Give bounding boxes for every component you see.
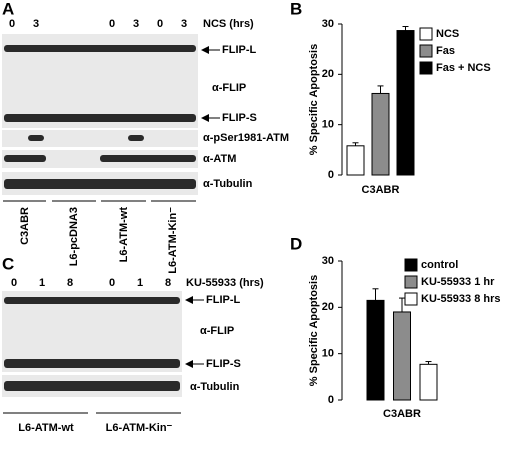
lane-label: 1 xyxy=(39,277,45,289)
cell-line-label: L6-ATM-wt xyxy=(118,207,130,263)
band-label: FLIP-S xyxy=(206,358,241,370)
y-tick-label: 20 xyxy=(322,301,334,313)
legend-label: Fas xyxy=(436,45,455,57)
band xyxy=(4,179,196,189)
band xyxy=(4,381,180,391)
lane-label: 8 xyxy=(67,277,73,289)
panel-label: C xyxy=(2,254,14,273)
band-label: α-ATM xyxy=(203,153,236,165)
legend-swatch xyxy=(419,44,433,58)
treatment-label: KU-55933 (hrs) xyxy=(186,277,264,289)
band-label: FLIP-L xyxy=(222,44,256,56)
band-label: α-FLIP xyxy=(200,325,234,337)
lane-label: 0 xyxy=(109,18,115,30)
panel-label: D xyxy=(290,234,302,253)
bands xyxy=(4,45,196,122)
cell-line-label: C3ABR xyxy=(19,207,31,245)
band-label: α-FLIP xyxy=(212,82,246,94)
bar xyxy=(393,311,411,401)
lane-label: 0 xyxy=(157,18,163,30)
bar xyxy=(371,92,390,176)
y-tick-label: 10 xyxy=(322,119,334,131)
x-tick-label: C3ABR xyxy=(362,184,400,196)
band-label: FLIP-L xyxy=(206,294,240,306)
band xyxy=(128,135,144,141)
legend-label: Fas + NCS xyxy=(436,62,491,74)
lane-label: 0 xyxy=(9,18,15,30)
band xyxy=(28,135,44,141)
legend-label: KU-55933 8 hrs xyxy=(421,293,501,305)
cell-line-label: L6-pcDNA3 xyxy=(68,207,80,266)
legend-label: NCS xyxy=(436,28,459,40)
bar xyxy=(346,145,365,176)
band-label: FLIP-S xyxy=(222,112,257,124)
cell-line-label: L6-ATM-Kin⁻ xyxy=(106,422,173,434)
y-tick-label: 0 xyxy=(328,169,334,181)
lane-label: 3 xyxy=(33,18,39,30)
lane-label: 3 xyxy=(181,18,187,30)
band xyxy=(4,155,46,162)
y-axis-label: % Specific Apoptosis xyxy=(308,44,320,155)
legend-swatch xyxy=(404,292,418,306)
band-label: α-Tubulin xyxy=(190,381,240,393)
y-tick-label: 20 xyxy=(322,68,334,80)
lane-label: 0 xyxy=(11,277,17,289)
panel-label: A xyxy=(2,0,14,18)
cell-line-label: L6-ATM-Kin⁻ xyxy=(167,207,179,274)
blot xyxy=(2,130,198,147)
legend-label: control xyxy=(421,259,458,271)
y-axis-label: % Specific Apoptosis xyxy=(308,275,320,386)
band-label: α-pSer1981-ATM xyxy=(203,132,289,144)
cell-line-label: L6-ATM-wt xyxy=(18,422,74,434)
lane-label: 8 xyxy=(165,277,171,289)
panel-c: C 0 1 8 0 1 8 KU-55933 (hrs) FLIP-L α-FL… xyxy=(2,254,264,434)
legend-swatch xyxy=(419,27,433,41)
y-tick-label: 30 xyxy=(322,255,334,267)
band xyxy=(4,297,180,304)
lane-label: 1 xyxy=(137,277,143,289)
band xyxy=(4,45,196,52)
y-tick-label: 10 xyxy=(322,348,334,360)
bar xyxy=(419,363,438,401)
panel-label: B xyxy=(290,0,302,18)
x-tick-label: C3ABR xyxy=(383,408,421,420)
band xyxy=(100,155,196,162)
band xyxy=(4,114,196,122)
legend-swatch xyxy=(404,258,418,272)
legend-label: KU-55933 1 hr xyxy=(421,276,495,288)
bar xyxy=(396,30,415,176)
treatment-label: NCS (hrs) xyxy=(203,18,254,30)
y-tick-label: 30 xyxy=(322,18,334,30)
legend-swatch xyxy=(419,61,433,75)
legend-swatch xyxy=(404,275,418,289)
lane-label: 0 xyxy=(109,277,115,289)
y-tick-label: 0 xyxy=(328,394,334,406)
blot xyxy=(2,291,182,372)
panel-a: A 0 3 0 3 0 3 NCS (hrs) FLIP-L α-FLIP FL… xyxy=(2,0,289,274)
lane-label: 3 xyxy=(133,18,139,30)
band xyxy=(4,359,180,368)
band-label: α-Tubulin xyxy=(203,178,253,190)
bar xyxy=(366,299,385,401)
